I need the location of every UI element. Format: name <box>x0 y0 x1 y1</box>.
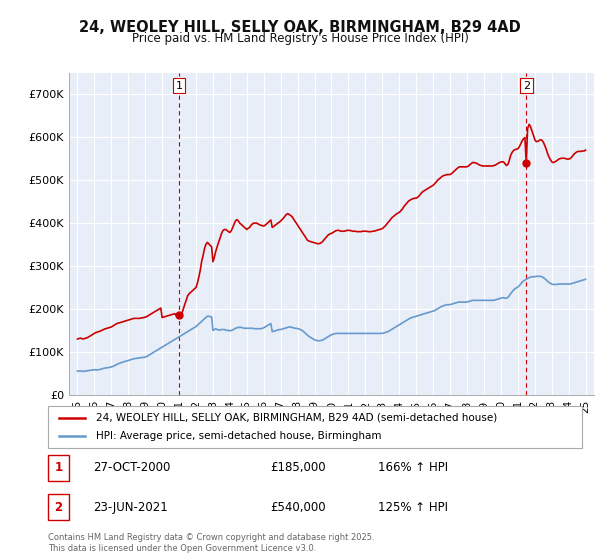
Text: 23-JUN-2021: 23-JUN-2021 <box>93 501 168 514</box>
Text: Contains HM Land Registry data © Crown copyright and database right 2025.
This d: Contains HM Land Registry data © Crown c… <box>48 533 374 553</box>
Text: 24, WEOLEY HILL, SELLY OAK, BIRMINGHAM, B29 4AD (semi-detached house): 24, WEOLEY HILL, SELLY OAK, BIRMINGHAM, … <box>96 413 497 423</box>
Text: HPI: Average price, semi-detached house, Birmingham: HPI: Average price, semi-detached house,… <box>96 431 382 441</box>
Text: 24, WEOLEY HILL, SELLY OAK, BIRMINGHAM, B29 4AD: 24, WEOLEY HILL, SELLY OAK, BIRMINGHAM, … <box>79 20 521 35</box>
Text: 1: 1 <box>176 81 182 91</box>
Bar <box>48 455 69 481</box>
Text: 1: 1 <box>55 461 62 474</box>
Text: 125% ↑ HPI: 125% ↑ HPI <box>378 501 448 514</box>
Bar <box>48 494 69 520</box>
Text: £185,000: £185,000 <box>270 461 326 474</box>
Text: £540,000: £540,000 <box>270 501 326 514</box>
Text: Price paid vs. HM Land Registry's House Price Index (HPI): Price paid vs. HM Land Registry's House … <box>131 32 469 45</box>
Text: 166% ↑ HPI: 166% ↑ HPI <box>378 461 448 474</box>
Text: 2: 2 <box>55 501 62 514</box>
Text: 27-OCT-2000: 27-OCT-2000 <box>93 461 170 474</box>
Text: 2: 2 <box>523 81 530 91</box>
